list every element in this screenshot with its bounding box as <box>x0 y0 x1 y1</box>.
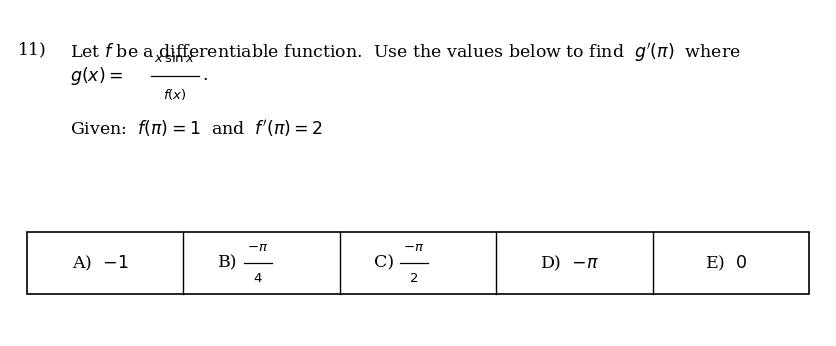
Text: B): B) <box>218 254 237 272</box>
Text: E)  $0$: E) $0$ <box>705 253 747 273</box>
Text: $\mathit{g}(x) = $: $\mathit{g}(x) = $ <box>70 65 123 87</box>
Text: $2$: $2$ <box>410 272 419 285</box>
Text: Given:  $f(\pi) = 1$  and  $f'(\pi) = 2$: Given: $f(\pi) = 1$ and $f'(\pi) = 2$ <box>70 118 323 139</box>
Text: Let $\mathit{f}$ be a differentiable function.  Use the values below to find  $\: Let $\mathit{f}$ be a differentiable fun… <box>70 41 741 64</box>
Bar <box>27 232 809 294</box>
Text: $-\pi$: $-\pi$ <box>247 241 268 254</box>
Text: C): C) <box>374 254 394 272</box>
Text: 11): 11) <box>18 41 47 58</box>
Text: $f(x)$: $f(x)$ <box>163 87 186 102</box>
Text: $4$: $4$ <box>252 272 263 285</box>
Text: A)  $-1$: A) $-1$ <box>72 253 128 273</box>
Text: $-\pi$: $-\pi$ <box>404 241 425 254</box>
Text: D)  $-\pi$: D) $-\pi$ <box>540 253 599 273</box>
Text: $x\,\sin x$: $x\,\sin x$ <box>155 51 196 65</box>
Text: .: . <box>202 67 207 84</box>
